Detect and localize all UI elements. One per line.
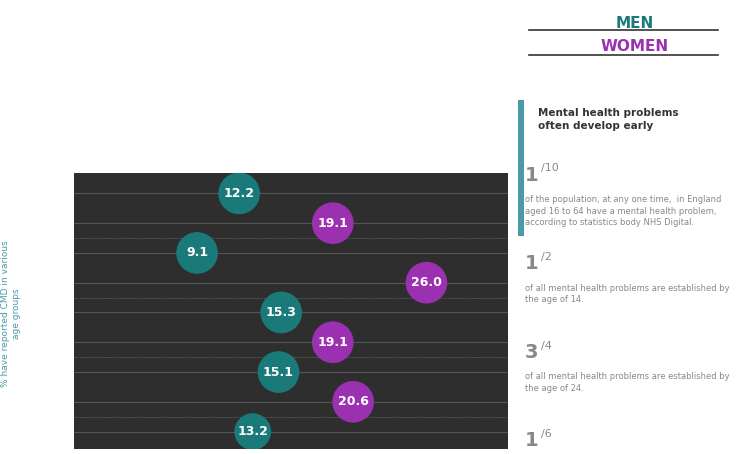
Text: /2: /2 [541,252,551,262]
Text: MEN: MEN [616,16,654,31]
Point [272,368,284,375]
Text: WOMEN: WOMEN [601,39,669,54]
Text: 13.2: 13.2 [237,425,268,438]
Text: 19.1: 19.1 [317,336,348,349]
Text: 15.1: 15.1 [263,365,294,379]
Text: 1: 1 [525,254,539,273]
Text: Mental health problems
often develop early: Mental health problems often develop ear… [539,108,679,131]
Point [327,339,339,346]
Point [233,190,245,197]
Point [420,279,432,286]
Point [327,220,339,227]
Text: % have reported CMD in various
age groups: % have reported CMD in various age group… [1,240,21,387]
Text: 3: 3 [525,343,539,362]
Text: /10: /10 [541,163,559,173]
Text: of all mental health problems are established by the age of 14.: of all mental health problems are establ… [525,284,729,304]
Point [275,309,287,316]
Text: 9.1: 9.1 [186,247,208,259]
Text: 19.1: 19.1 [317,217,348,230]
Text: /4: /4 [541,340,551,350]
Point [247,428,258,435]
Point [347,398,359,405]
Text: 12.2: 12.2 [224,187,255,200]
Text: 20.6: 20.6 [338,395,369,408]
Text: 26.0: 26.0 [411,276,442,289]
Text: 1: 1 [525,166,539,185]
Text: /6: /6 [541,429,551,439]
Text: COMPARING COMMON
MENTAL DISORDER BY
SEX: COMPARING COMMON MENTAL DISORDER BY SEX [21,9,316,90]
Point [191,249,203,257]
Text: of the population, at any one time,  in England aged 16 to 64 have a mental heal: of the population, at any one time, in E… [525,195,721,227]
Text: 1: 1 [525,431,539,450]
Text: of all mental health problems are established by the age of 24.: of all mental health problems are establ… [525,372,729,393]
Text: 15.3: 15.3 [266,306,297,319]
FancyBboxPatch shape [518,100,524,236]
